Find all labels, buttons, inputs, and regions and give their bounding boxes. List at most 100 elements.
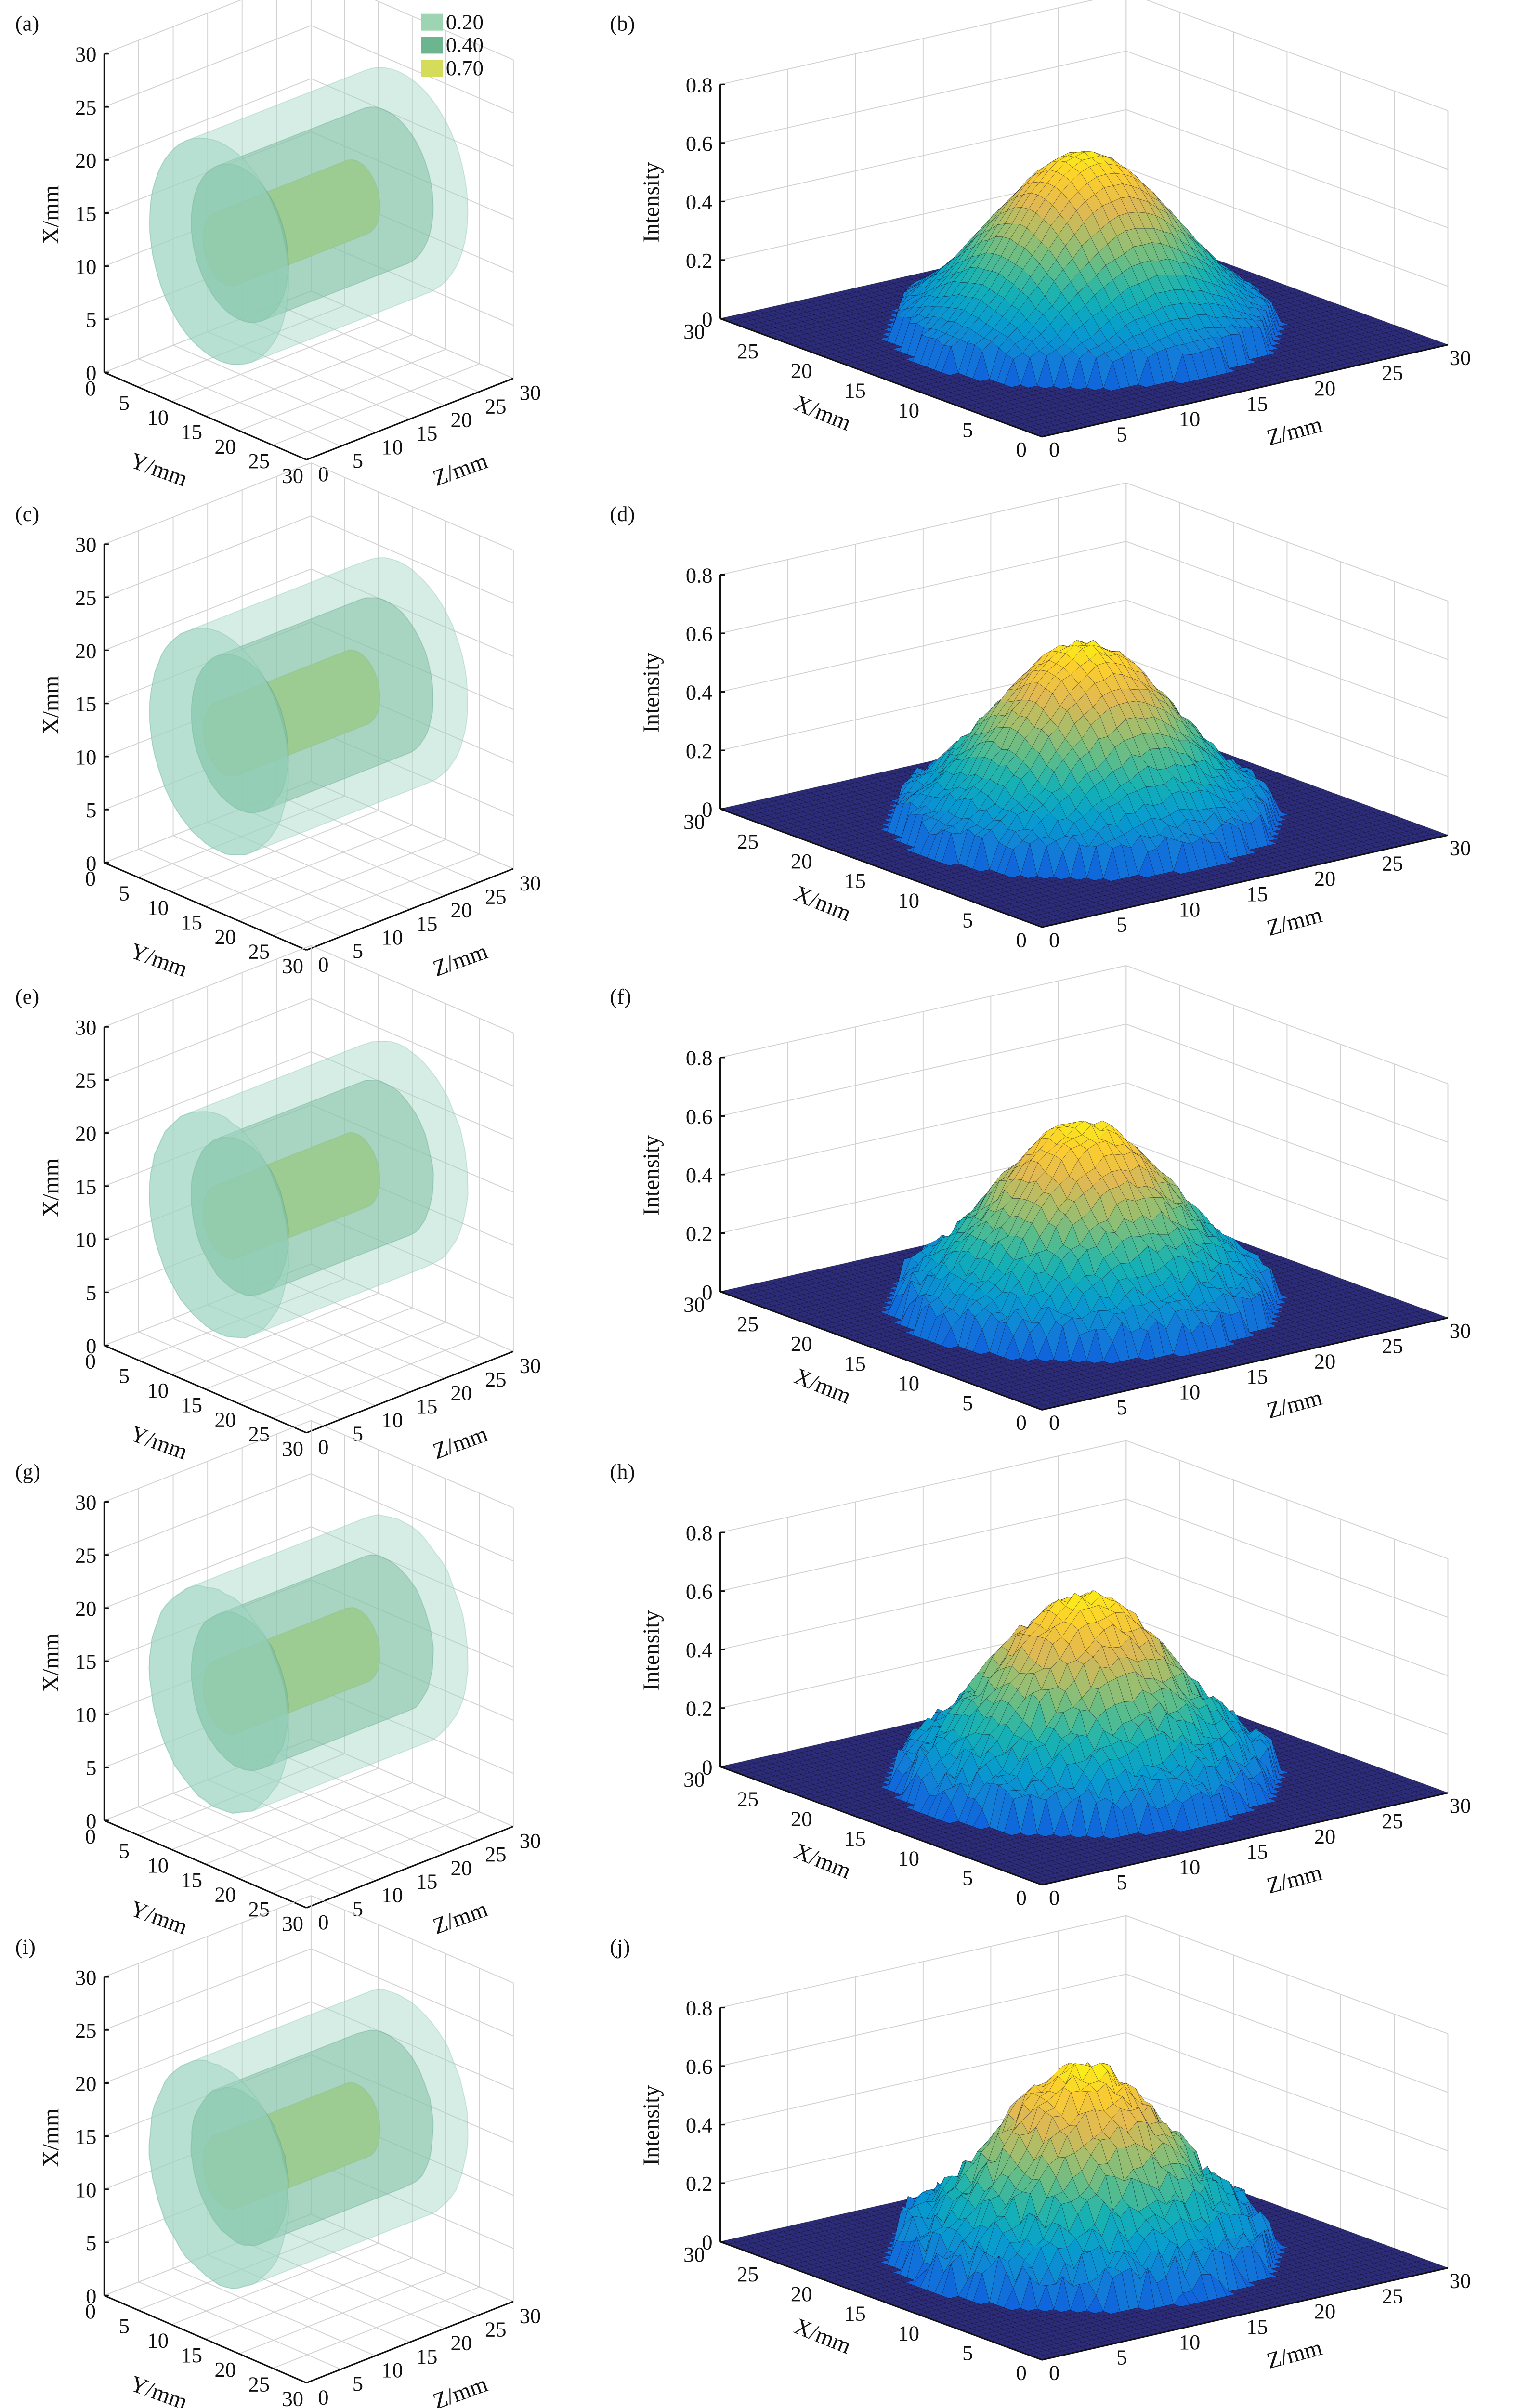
panel-label: (e) bbox=[15, 984, 39, 1008]
z-tick-label: 0 bbox=[318, 462, 328, 486]
z-tick-label: 10 bbox=[1179, 897, 1201, 921]
x-tick-label: 15 bbox=[844, 869, 866, 893]
wall-gridline bbox=[1125, 109, 1448, 228]
x-tick-label: 5 bbox=[86, 308, 96, 332]
z-tick-label: 25 bbox=[485, 885, 507, 909]
z-tick-label: 30 bbox=[1450, 836, 1471, 860]
intensity-tick-label: 0.2 bbox=[686, 739, 713, 763]
z-tick-label: 10 bbox=[381, 925, 403, 949]
z-tick-label: 10 bbox=[381, 1408, 403, 1432]
wall-gridline bbox=[1145, 0, 1448, 111]
panel-label: (c) bbox=[15, 502, 39, 526]
x-axis-title: X/mm bbox=[38, 185, 64, 244]
wall-gridline bbox=[374, 0, 514, 61]
z-tick-label: 20 bbox=[450, 1381, 472, 1405]
y-tick-label: 25 bbox=[248, 939, 270, 963]
z-tick-label: 5 bbox=[353, 448, 363, 472]
legend-label: 0.40 bbox=[446, 33, 484, 57]
x-tick-label: 15 bbox=[75, 692, 97, 716]
x-tick-label: 25 bbox=[75, 586, 97, 610]
z-axis-title: Z/mm bbox=[1264, 411, 1325, 450]
z-tick-label: 25 bbox=[485, 394, 507, 418]
z-tick-label: 5 bbox=[353, 939, 363, 963]
floor-gridline bbox=[276, 304, 479, 393]
y-tick-label: 30 bbox=[282, 1437, 303, 1461]
z-tick-label: 25 bbox=[1382, 361, 1403, 385]
x-tick-label: 15 bbox=[844, 379, 866, 403]
y-tick-label: 10 bbox=[147, 896, 169, 920]
z-axis-title: Z/mm bbox=[430, 938, 491, 982]
y-tick-label: 20 bbox=[214, 925, 236, 949]
z-tick-label: 30 bbox=[520, 380, 541, 405]
wall-gridline bbox=[720, 0, 1096, 85]
intensity-tick-label: 0.2 bbox=[686, 249, 713, 273]
intensity-tick-label: 0.8 bbox=[686, 563, 713, 587]
z-axis-title: Z/mm bbox=[430, 1421, 491, 1465]
z-tick-label: 20 bbox=[450, 898, 472, 922]
x-tick-label: 30 bbox=[75, 42, 97, 66]
z-tick-label: 15 bbox=[416, 1394, 438, 1418]
wall-gridline bbox=[720, 51, 1126, 144]
x-tick-label: 30 bbox=[683, 810, 705, 834]
intensity-axis-title: Intensity bbox=[639, 162, 664, 242]
z-tick-label: 0 bbox=[318, 952, 328, 976]
x-tick-label: 25 bbox=[737, 829, 758, 853]
y-tick-label: 0 bbox=[85, 866, 96, 890]
z-tick-label: 15 bbox=[416, 912, 438, 936]
y-tick-label: 25 bbox=[248, 449, 270, 473]
z-tick-label: 20 bbox=[1314, 866, 1336, 890]
z-tick-label: 15 bbox=[1246, 882, 1268, 906]
x-tick-label: 10 bbox=[75, 745, 97, 769]
z-tick-label: 15 bbox=[416, 421, 438, 445]
y-tick-label: 15 bbox=[181, 1393, 202, 1417]
surface-panel: 00.20.40.60.80 05 510 101515202025253030Int… bbox=[610, 0, 1471, 461]
legend-swatch bbox=[421, 13, 443, 31]
isosurface-020-cap bbox=[149, 137, 289, 365]
x-tick-label: 25 bbox=[737, 339, 758, 363]
x-tick-label: 10 bbox=[898, 398, 920, 422]
z-axis-title: Z/mm bbox=[1264, 902, 1325, 941]
panel-label: (a) bbox=[15, 12, 39, 36]
x-tick-label: 0 bbox=[1016, 437, 1027, 461]
x-tick-label: 5 bbox=[962, 908, 973, 932]
legend-label: 0.20 bbox=[446, 10, 484, 34]
y-tick-label: 15 bbox=[181, 910, 202, 934]
x-tick-label: 5 bbox=[86, 1281, 96, 1305]
z-axis-title: Z/mm bbox=[430, 448, 491, 491]
x-tick-label: 30 bbox=[75, 1015, 97, 1039]
legend-label: 0.70 bbox=[446, 56, 484, 80]
x-tick-label: 20 bbox=[75, 148, 97, 172]
y-axis-title: Y/mm bbox=[127, 938, 191, 982]
y-axis-title: Y/mm bbox=[127, 1421, 191, 1465]
x-tick-label: 5 bbox=[86, 798, 96, 822]
x-tick-label: 20 bbox=[791, 359, 812, 383]
wall-gridline bbox=[104, 0, 243, 54]
surface-panel: 00.20.40.60.80 05 510 101515202025253030Int… bbox=[610, 482, 1471, 952]
x-tick-label: 10 bbox=[898, 889, 920, 913]
z-tick-label: 30 bbox=[1450, 345, 1471, 369]
legend-swatch bbox=[421, 60, 443, 77]
x-tick-label: 10 bbox=[75, 1228, 97, 1252]
y-tick-label: 5 bbox=[119, 881, 130, 905]
x-tick-label: 25 bbox=[75, 1068, 97, 1092]
y-tick-label: 25 bbox=[248, 1422, 270, 1446]
z-tick-label: 5 bbox=[1116, 913, 1127, 937]
wall-gridline bbox=[720, 109, 1126, 202]
intensity-tick-label: 0.8 bbox=[686, 73, 713, 97]
z-tick-label: 25 bbox=[485, 1367, 507, 1391]
x-tick-label: 30 bbox=[75, 533, 97, 557]
intensity-tick-label: 0.4 bbox=[686, 190, 713, 214]
z-tick-label: 25 bbox=[1382, 851, 1403, 875]
x-axis-title: X/mm bbox=[38, 676, 64, 734]
intensity-tick-label: 0.4 bbox=[686, 681, 713, 705]
x-tick-label: 30 bbox=[683, 319, 705, 343]
y-tick-label: 10 bbox=[147, 1378, 169, 1402]
surface-panel: 00.20.40.60.80 05 510 101515202025253030Int… bbox=[610, 965, 1471, 1435]
y-tick-label: 5 bbox=[119, 391, 130, 415]
x-tick-label: 15 bbox=[75, 1175, 97, 1199]
z-tick-label: 10 bbox=[1179, 407, 1201, 431]
wall-gridline bbox=[1125, 51, 1448, 170]
